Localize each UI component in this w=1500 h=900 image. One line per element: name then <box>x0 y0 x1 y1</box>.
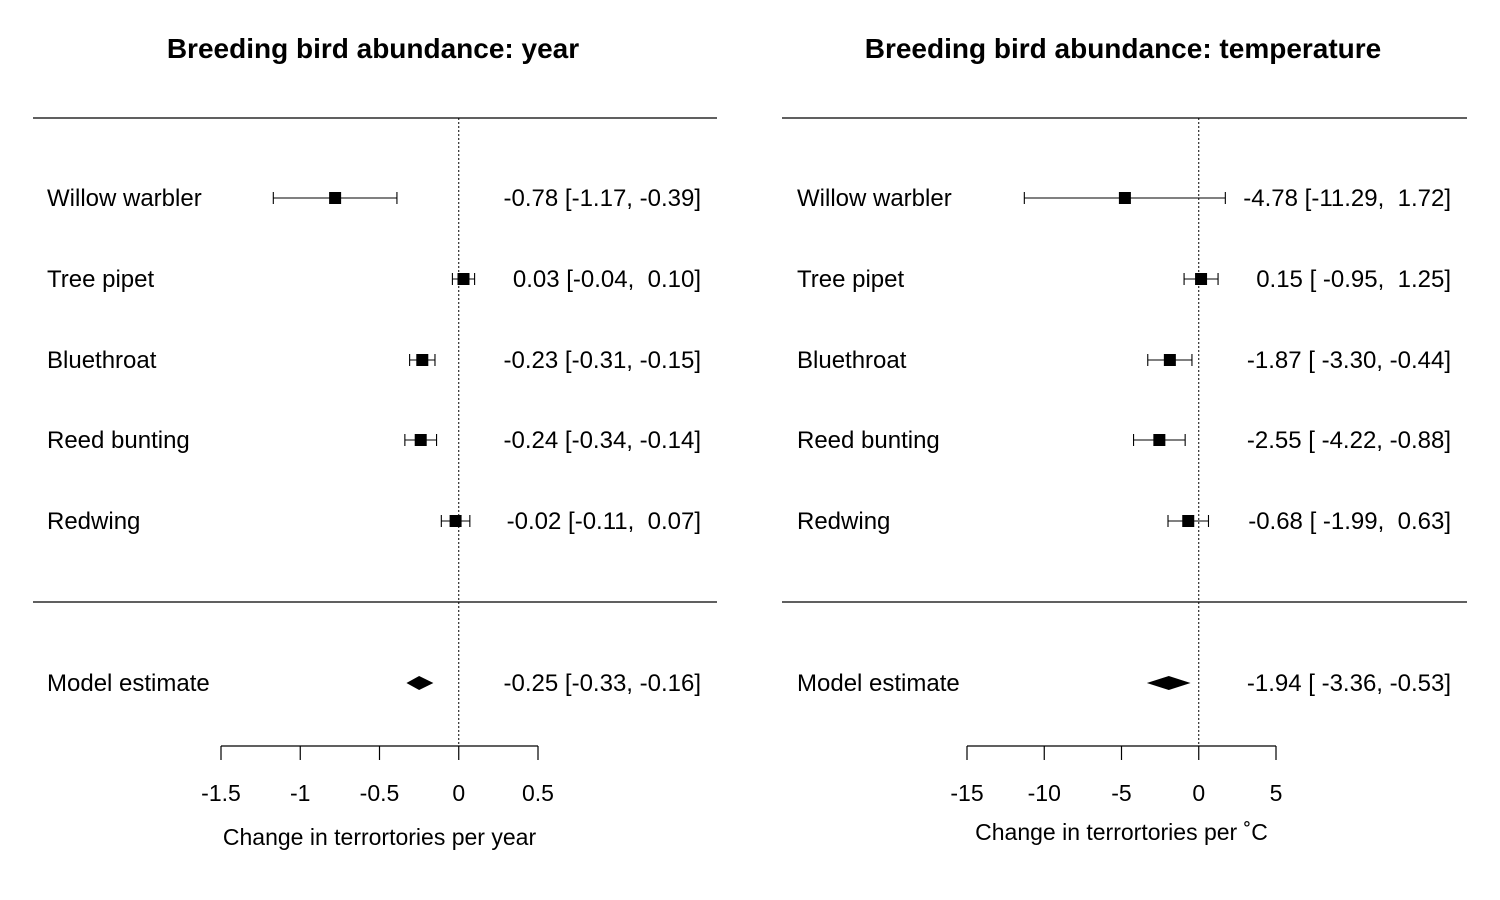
summary-name: Model estimate <box>47 670 210 697</box>
x-tick-label: 0 <box>1192 780 1205 806</box>
estimate-point <box>1182 515 1195 527</box>
study-name: Redwing <box>47 508 140 535</box>
forest-panel-temperature: Breeding bird abundance: temperature Will… <box>782 33 1467 845</box>
summary-diamond <box>1146 676 1191 690</box>
estimate-point <box>416 354 429 366</box>
x-tick-label: 5 <box>1270 780 1283 806</box>
x-tick-label: -15 <box>950 780 983 806</box>
summary-name: Model estimate <box>797 670 960 697</box>
x-tick-label: -10 <box>1028 780 1061 806</box>
estimate-label: -4.78 [-11.29, 1.72] <box>1243 185 1451 212</box>
study-name: Tree pipet <box>797 266 905 293</box>
estimate-point <box>449 515 462 527</box>
estimate-point <box>1195 273 1208 285</box>
estimate-point <box>329 192 342 204</box>
estimate-label: -0.02 [-0.11, 0.07] <box>507 508 701 535</box>
estimate-label: -0.23 [-0.31, -0.15] <box>504 347 701 374</box>
x-tick-label: -0.5 <box>360 780 400 806</box>
study-name: Reed bunting <box>47 427 190 454</box>
x-tick-label: 0.5 <box>522 780 554 806</box>
x-axis-title: Change in terrortories per year <box>223 824 537 850</box>
x-tick-label: 0 <box>452 780 465 806</box>
study-name: Reed bunting <box>797 427 940 454</box>
estimate-label: -2.55 [ -4.22, -0.88] <box>1247 427 1451 454</box>
chart-title: Breeding bird abundance: year <box>167 33 579 64</box>
estimate-label: 0.03 [-0.04, 0.10] <box>513 266 701 293</box>
estimate-point <box>1163 354 1176 366</box>
estimate-label: 0.15 [ -0.95, 1.25] <box>1256 266 1451 293</box>
summary-label: -1.94 [ -3.36, -0.53] <box>1247 670 1451 697</box>
estimate-label: -0.68 [ -1.99, 0.63] <box>1248 508 1451 535</box>
x-tick-label: -1.5 <box>201 780 241 806</box>
study-name: Bluethroat <box>797 347 907 374</box>
forest-panel-year: Breeding bird abundance: year Willow warb… <box>33 33 717 850</box>
study-name: Willow warbler <box>797 185 952 212</box>
estimate-point <box>414 434 427 446</box>
x-tick-label: -5 <box>1111 780 1131 806</box>
estimate-point <box>457 273 470 285</box>
estimate-label: -1.87 [ -3.30, -0.44] <box>1247 347 1451 374</box>
study-name: Tree pipet <box>47 266 155 293</box>
study-name: Redwing <box>797 508 890 535</box>
chart-title: Breeding bird abundance: temperature <box>865 33 1382 64</box>
x-axis-title: Change in terrortories per ˚C <box>975 819 1268 845</box>
summary-label: -0.25 [-0.33, -0.16] <box>504 670 701 697</box>
estimate-label: -0.24 [-0.34, -0.14] <box>504 427 701 454</box>
summary-diamond <box>406 676 434 690</box>
study-name: Willow warbler <box>47 185 202 212</box>
x-tick-label: -1 <box>290 780 310 806</box>
estimate-point <box>1153 434 1166 446</box>
study-name: Bluethroat <box>47 347 157 374</box>
estimate-point <box>1118 192 1131 204</box>
estimate-label: -0.78 [-1.17, -0.39] <box>504 185 701 212</box>
